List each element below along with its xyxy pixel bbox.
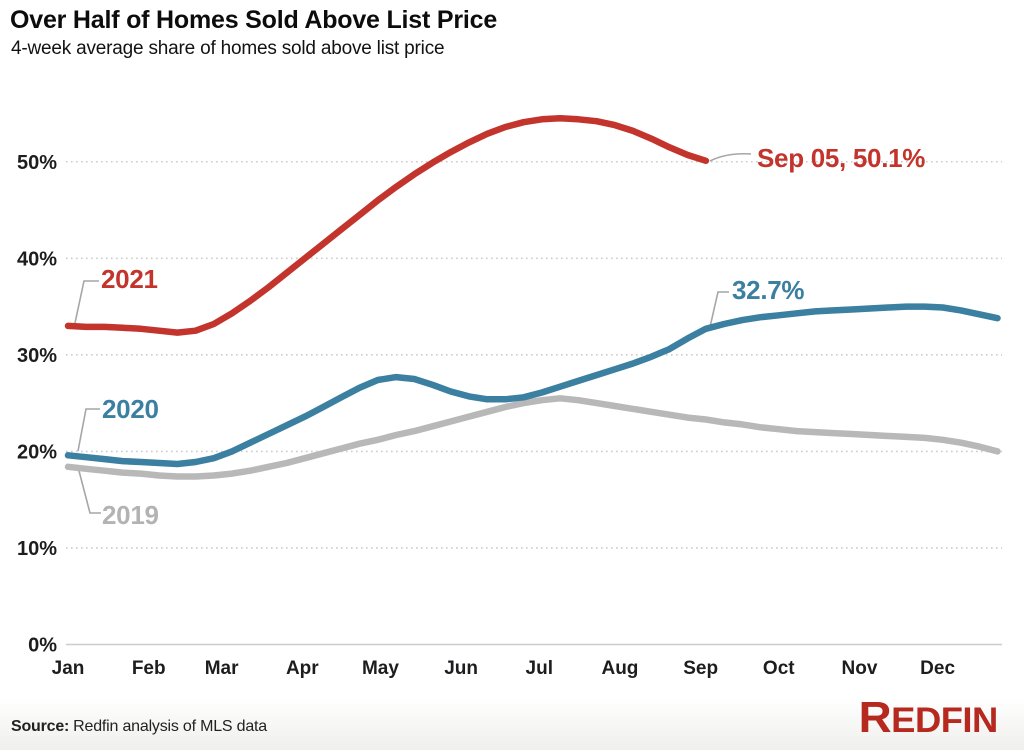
gridlines [66,160,1002,646]
annotation-connectors [74,152,752,514]
y-tick-label: 40% [17,248,57,270]
connector-2019 [77,466,101,514]
series-line-2020 [64,303,1001,468]
data-lines [64,115,1001,480]
x-tick-label: May [362,658,399,679]
x-tick-label: Oct [763,658,795,679]
connector-2021 [74,280,99,324]
y-tick-label: 0% [28,635,57,657]
y-tick-label: 10% [17,538,57,560]
x-tick-label: Nov [842,658,878,679]
series-label-2020: 2020 [102,394,159,424]
chart-title: Over Half of Homes Sold Above List Price [10,6,498,34]
axis-labels: 0% 10% 20% 30% 40% 50% Jan Feb Mar Apr May Jun Jul Au… [17,152,955,679]
source-note: Source: Redfin analysis of MLS data [11,718,267,736]
source-text: Redfin analysis of MLS data [73,718,267,735]
x-tick-label: Apr [286,658,319,679]
x-tick-label: Aug [601,658,638,679]
series-label-2021: 2021 [101,264,158,294]
y-tick-label: 50% [17,152,57,174]
chart-subtitle: 4-week average share of homes sold above… [11,38,445,59]
x-tick-label: Jun [444,658,478,679]
redfin-logo: REDFIN [859,696,999,741]
x-tick-label: Feb [132,658,166,679]
redfin-logo-rest: EDFIN [891,701,998,740]
connector-red-end [709,152,752,162]
y-tick-label: 20% [17,441,57,463]
x-tick-label: Jan [52,658,85,679]
source-label: Source: [11,718,70,735]
x-tick-label: Dec [920,658,955,679]
x-tick-label: Sep [683,658,718,679]
redfin-logo-initial: R [858,693,892,742]
connector-2020 [77,408,100,452]
y-tick-label: 30% [17,345,57,367]
series-line-2021 [64,115,710,336]
x-tick-label: Jul [526,658,553,679]
connector-blue-end [709,291,729,328]
series-label-2019: 2019 [102,500,159,530]
series-line-2019 [64,395,1001,480]
blue-end-value-label: 32.7% [732,275,805,305]
red-end-value-label: Sep 05, 50.1% [757,143,926,173]
x-tick-label: Mar [205,658,239,679]
